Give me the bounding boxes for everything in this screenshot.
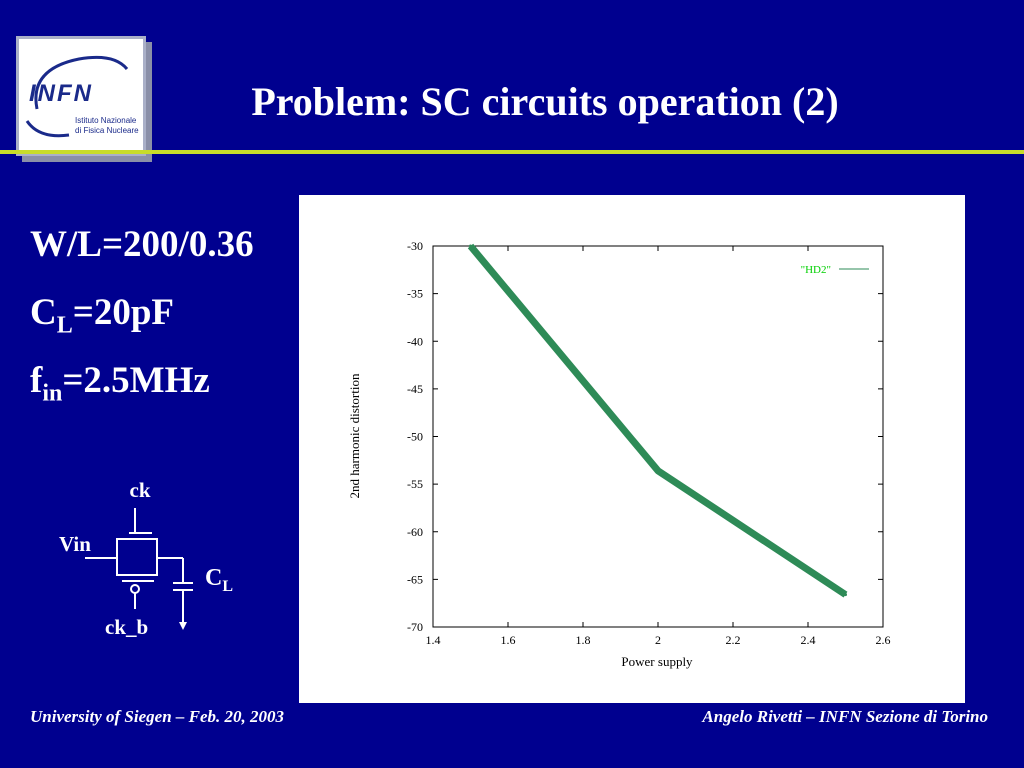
switch-body xyxy=(116,538,158,576)
y-tick-label: -65 xyxy=(407,572,423,586)
param-cl-subscript: L xyxy=(56,312,73,339)
x-tick-labels: 1.4 1.6 1.8 2 2.2 2.4 2.6 xyxy=(426,633,891,647)
x-tick-label: 2.6 xyxy=(876,633,891,647)
circuit-label-cl-symbol: C xyxy=(205,565,222,591)
title-rule xyxy=(0,150,1024,154)
series-line-hd2 xyxy=(467,243,848,598)
x-tick-label: 1.4 xyxy=(426,633,441,647)
logo-subtitle-1: Istituto Nazionale xyxy=(75,116,137,125)
legend: "HD2" xyxy=(801,264,869,276)
tick-marks xyxy=(432,245,884,628)
hd2-line-chart: 1.4 1.6 1.8 2 2.2 2.4 2.6 -30 -35 -40 -45 -50 -55 -6… xyxy=(347,239,891,669)
y-tick-label: -40 xyxy=(407,334,423,348)
legend-label: "HD2" xyxy=(801,264,831,276)
param-fin-value: =2.5MHz xyxy=(62,360,210,401)
chart-panel: 1.4 1.6 1.8 2 2.2 2.4 2.6 -30 -35 -40 -45 -50 -55 -6… xyxy=(299,195,965,703)
param-cl-symbol: C xyxy=(30,292,57,333)
infn-logo: INFN Istituto Nazionale di Fisica Nuclea… xyxy=(16,36,146,156)
param-cl: CL=20pF xyxy=(30,293,174,345)
circuit-wires xyxy=(85,508,193,624)
ckb-inverter-bubble xyxy=(130,584,140,594)
logo-subtitle-2: di Fisica Nucleare xyxy=(75,126,139,135)
circuit-label-cl: CL xyxy=(205,565,233,595)
x-tick-label: 1.8 xyxy=(576,633,591,647)
y-axis-label: 2nd harmonic distortion xyxy=(347,373,362,498)
footer-left: University of Siegen – Feb. 20, 2003 xyxy=(30,707,285,726)
plot-frame xyxy=(432,245,884,628)
x-tick-label: 1.6 xyxy=(501,633,516,647)
data-point-hd2 xyxy=(656,469,660,473)
param-fin-subscript: in xyxy=(42,380,63,407)
param-fin: fin=2.5MHz xyxy=(30,361,210,413)
y-tick-label: -70 xyxy=(407,620,423,634)
data-point-hd2 xyxy=(469,244,472,248)
y-tick-labels: -30 -35 -40 -45 -50 -55 -60 -65 -70 xyxy=(407,239,423,634)
x-axis-label: Power supply xyxy=(621,654,693,669)
ground-arrow xyxy=(179,622,187,630)
series-lines xyxy=(467,243,848,598)
logo-arc-bottom xyxy=(25,120,70,138)
circuit-label-vin: Vin xyxy=(59,532,91,556)
y-tick-label: -60 xyxy=(407,525,423,539)
param-wl: W/L=200/0.36 xyxy=(30,224,254,265)
y-tick-label: -35 xyxy=(407,287,423,301)
x-tick-label: 2 xyxy=(655,633,661,647)
x-tick-label: 2.2 xyxy=(726,633,741,647)
switch-circuit-diagram: ck Vin ck_b CL xyxy=(59,478,233,639)
circuit-label-ck: ck xyxy=(130,478,151,502)
y-tick-label: -30 xyxy=(407,239,423,253)
param-cl-value: =20pF xyxy=(72,292,175,333)
data-point-hd2 xyxy=(844,593,847,597)
y-tick-label: -55 xyxy=(407,477,423,491)
series-points xyxy=(469,244,847,597)
x-tick-label: 2.4 xyxy=(801,633,816,647)
y-tick-label: -50 xyxy=(407,430,423,444)
infn-logo-graphic: INFN Istituto Nazionale di Fisica Nuclea… xyxy=(25,55,139,138)
circuit-label-cl-subscript: L xyxy=(222,578,233,595)
logo-wordmark: INFN xyxy=(29,80,93,107)
y-tick-label: -45 xyxy=(407,382,423,396)
slide-title: Problem: SC circuits operation (2) xyxy=(251,79,839,124)
logo-arc-top xyxy=(34,55,129,110)
circuit-label-ck-b: ck_b xyxy=(105,615,148,639)
footer-right: Angelo Rivetti – INFN Sezione di Torino xyxy=(702,707,988,726)
param-fin-symbol: f xyxy=(30,360,43,401)
